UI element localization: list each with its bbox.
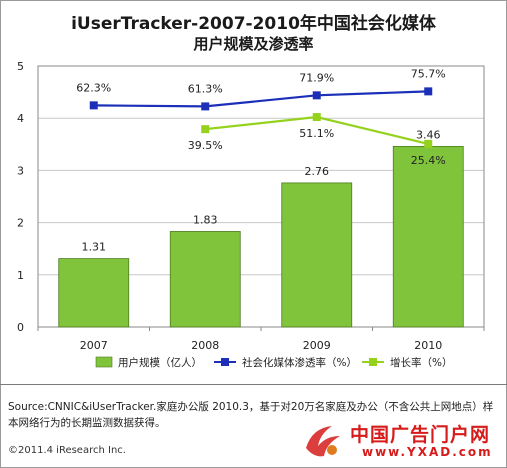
series-marker — [201, 125, 210, 134]
bar-value-label: 1.31 — [82, 241, 107, 254]
x-tick-label: 2009 — [303, 339, 331, 352]
series-marker — [424, 139, 433, 148]
y-tick-label: 3 — [17, 164, 24, 177]
x-tick-label: 2008 — [191, 339, 219, 352]
series-value-label: 61.3% — [188, 82, 223, 95]
legend-label: 用户规模（亿人） — [118, 356, 202, 369]
bar — [392, 145, 464, 328]
series-value-label: 75.7% — [411, 67, 446, 80]
x-tick-label: 2010 — [414, 339, 442, 352]
series-line — [93, 90, 429, 108]
legend-label: 增长率（%） — [390, 356, 452, 369]
source-note: Source:CNNIC&iUserTracker.家庭办公版 2010.3，基… — [8, 401, 494, 429]
y-tick-label: 2 — [17, 217, 24, 230]
series-marker — [312, 91, 321, 100]
legend-label: 社会化媒体渗透率（%） — [242, 356, 357, 369]
watermark-text: 中国广告门户网 — [350, 424, 491, 446]
bar — [281, 182, 353, 328]
watermark-url: www.YXAD.com — [362, 445, 493, 459]
series-value-label: 39.5% — [188, 139, 223, 152]
bar — [58, 258, 130, 328]
y-tick-label: 4 — [17, 112, 24, 125]
y-tick-label: 0 — [17, 321, 24, 334]
footer-divider — [0, 384, 507, 385]
chart-title: iUserTracker-2007-2010年中国社会化媒体 — [71, 14, 436, 34]
bar-value-label: 1.83 — [193, 213, 218, 226]
copyright: ©2011.4 iResearch Inc. — [8, 445, 126, 456]
series-value-label: 51.1% — [299, 127, 334, 140]
y-tick-label: 5 — [17, 60, 24, 73]
legend-marker — [369, 358, 377, 366]
series-marker — [201, 102, 210, 111]
x-tick-label: 2007 — [80, 339, 108, 352]
watermark-logo-icon — [306, 426, 340, 457]
y-tick-label: 1 — [17, 269, 24, 282]
series-marker — [424, 87, 433, 96]
chart-svg: 0 1 2 3 4 5 2007 2008 2009 2010 1.31 1.83 2.76 3.46 62… — [17, 60, 485, 369]
series-value-label: 71.9% — [299, 71, 334, 84]
series-marker — [312, 113, 321, 122]
series-marker — [89, 101, 98, 110]
series-value-label: 62.3% — [76, 81, 111, 94]
chart-subtitle: 用户规模及渗透率 — [193, 35, 314, 53]
series-value-label: 25.4% — [411, 154, 446, 167]
legend-marker — [221, 358, 229, 366]
bar — [169, 231, 241, 328]
bar-value-label: 2.76 — [305, 165, 330, 178]
legend-swatch — [95, 356, 113, 368]
bar-value-label: 3.46 — [416, 128, 441, 141]
